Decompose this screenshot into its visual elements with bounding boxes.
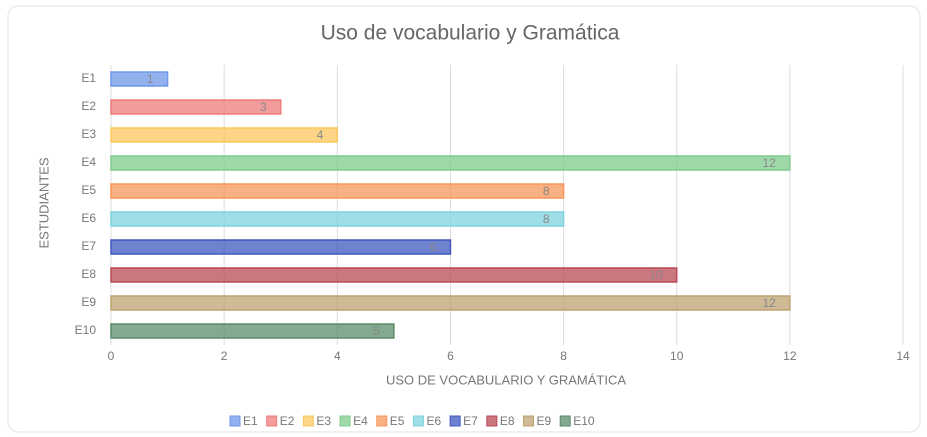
y-axis-title: ESTUDIANTES xyxy=(36,157,51,248)
data-label: 5 xyxy=(373,324,380,338)
legend-swatch xyxy=(523,415,534,427)
legend-swatch xyxy=(376,415,388,427)
legend-label: E2 xyxy=(280,414,295,428)
x-tick-label: 14 xyxy=(896,349,910,363)
y-tick-label: E3 xyxy=(81,127,96,141)
legend-label: E7 xyxy=(463,414,478,428)
chart-title: Uso de vocabulario y Gramática xyxy=(321,22,620,45)
bar xyxy=(110,211,565,227)
legend-swatch xyxy=(339,415,351,427)
legend-swatch xyxy=(449,415,461,427)
data-label: 12 xyxy=(762,296,776,310)
y-tick-label: E7 xyxy=(81,239,96,253)
bar xyxy=(110,323,395,339)
legend-label: E4 xyxy=(353,414,368,428)
data-label: 4 xyxy=(317,128,324,142)
y-tick-label: E4 xyxy=(81,155,96,169)
y-tick-label: E5 xyxy=(81,183,96,197)
bar xyxy=(110,155,791,171)
y-tick-label: E8 xyxy=(81,267,96,281)
legend-swatch xyxy=(229,415,241,427)
bar xyxy=(110,183,565,199)
legend-swatch xyxy=(302,415,314,427)
bar xyxy=(110,295,791,311)
y-tick-label: E6 xyxy=(81,211,96,225)
data-label: 8 xyxy=(543,212,550,226)
x-tick-label: 4 xyxy=(334,349,341,363)
legend-swatch xyxy=(559,415,571,427)
x-tick-label: 6 xyxy=(447,349,454,363)
bar xyxy=(110,239,452,255)
legend-label: E5 xyxy=(390,414,405,428)
data-label: 12 xyxy=(762,156,776,170)
x-tick-label: 8 xyxy=(560,349,567,363)
y-tick-label: E1 xyxy=(81,71,96,85)
legend-label: E6 xyxy=(426,414,441,428)
x-tick-label: 2 xyxy=(221,349,228,363)
legend-swatch xyxy=(412,415,424,427)
bar xyxy=(110,71,169,87)
legend-label: E8 xyxy=(500,414,515,428)
legend-label: E9 xyxy=(537,414,552,428)
legend-swatch xyxy=(486,415,498,427)
data-label: 1 xyxy=(147,72,154,86)
y-tick-label: E10 xyxy=(75,323,97,337)
y-tick-label: E9 xyxy=(81,295,96,309)
data-label: 3 xyxy=(260,100,267,114)
legend-label: E3 xyxy=(316,414,331,428)
data-label: 10 xyxy=(649,268,663,282)
legend-label: E1 xyxy=(243,414,258,428)
data-label: 6 xyxy=(430,240,437,254)
bar xyxy=(110,99,282,115)
x-tick-label: 0 xyxy=(108,349,115,363)
x-axis-title: USO DE VOCABULARIO Y GRAMÁTICA xyxy=(386,372,626,387)
legend-label: E10 xyxy=(573,414,595,428)
y-tick-label: E2 xyxy=(81,99,96,113)
bar xyxy=(110,267,678,283)
data-label: 8 xyxy=(543,184,550,198)
x-tick-label: 12 xyxy=(783,349,797,363)
x-tick-label: 10 xyxy=(670,349,684,363)
legend-swatch xyxy=(266,415,278,427)
bar xyxy=(110,127,339,143)
